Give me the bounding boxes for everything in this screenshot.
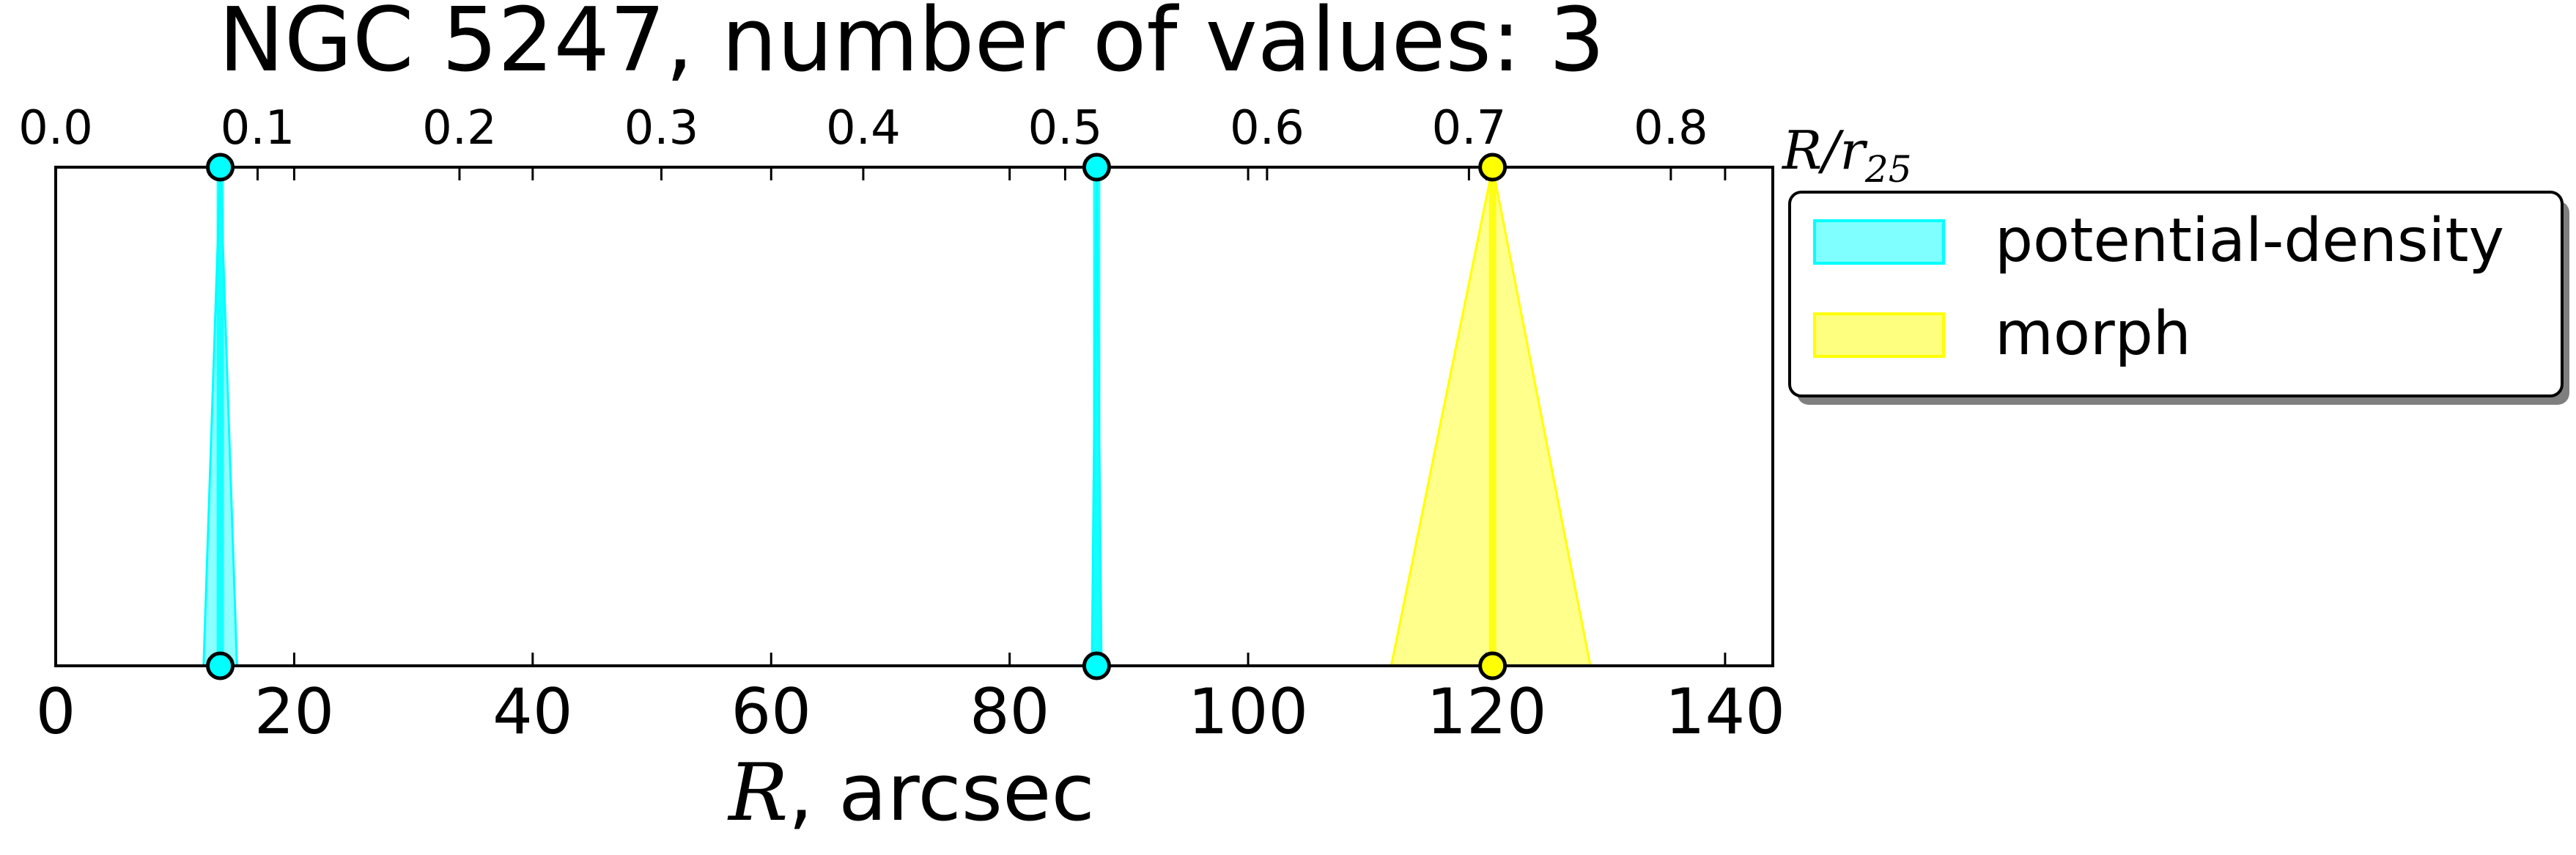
x2-tick-label: 0.8 <box>1634 101 1708 155</box>
legend-box <box>1788 191 2564 397</box>
x2-tick-label: 0.2 <box>422 101 497 155</box>
top-axis-label-symbol: R/r <box>1781 120 1867 181</box>
x-tick-label: 60 <box>731 675 811 749</box>
x2-tick-label: 0.7 <box>1432 101 1507 155</box>
legend-swatch-morph <box>1813 312 1945 358</box>
chart-title: NGC 5247, number of values: 3 <box>218 0 1605 92</box>
x-axis-label-unit: , arcsec <box>788 747 1094 839</box>
x-tick-label: 40 <box>492 675 572 749</box>
morph-marker-top <box>1478 153 1507 182</box>
legend-label-morph: morph <box>1995 299 2191 369</box>
x2-tick-label: 0.1 <box>221 101 295 155</box>
x2-tick-label: 0.3 <box>624 101 699 155</box>
morph-marker-bottom <box>1478 651 1507 680</box>
x-tick-label: 140 <box>1665 675 1785 749</box>
potential-density-marker-bottom <box>1082 651 1111 680</box>
top-axis-label: R/r25 <box>1781 120 1912 191</box>
plot-frame <box>54 166 1774 667</box>
x-tick-label: 20 <box>254 675 334 749</box>
x2-tick-label: 0.5 <box>1028 101 1103 155</box>
marker-points <box>206 153 1507 680</box>
potential-density-marker-bottom <box>206 651 235 680</box>
potential-density-marker-top <box>206 153 235 182</box>
x-axis-label: R, arcsec <box>727 747 1095 839</box>
x-tick-label: 120 <box>1426 675 1546 749</box>
top-axis: 0.0 0.1 0.2 0.3 0.4 0.5 0.6 0.7 0.8 <box>18 101 1708 180</box>
top-axis-label-subscript: 25 <box>1864 148 1912 191</box>
bottom-axis: 0 20 40 60 80 100 120 140 <box>36 167 1785 749</box>
x-tick-label: 0 <box>36 675 76 749</box>
x-axis-label-symbol: R <box>727 747 788 839</box>
x2-tick-label: 0.6 <box>1230 101 1304 155</box>
x2-tick-label: 0.4 <box>826 101 901 155</box>
marker-bands <box>202 166 1592 667</box>
x-tick-label: 100 <box>1188 675 1308 749</box>
legend-label-potential-density: potential-density <box>1995 206 2504 276</box>
legend-swatch-potential-density <box>1813 219 1945 265</box>
legend: potential-density morph <box>1788 191 2569 405</box>
potential-density-marker-top <box>1082 153 1111 182</box>
x-tick-label: 80 <box>970 675 1049 749</box>
x2-tick-label: 0.0 <box>18 101 93 155</box>
